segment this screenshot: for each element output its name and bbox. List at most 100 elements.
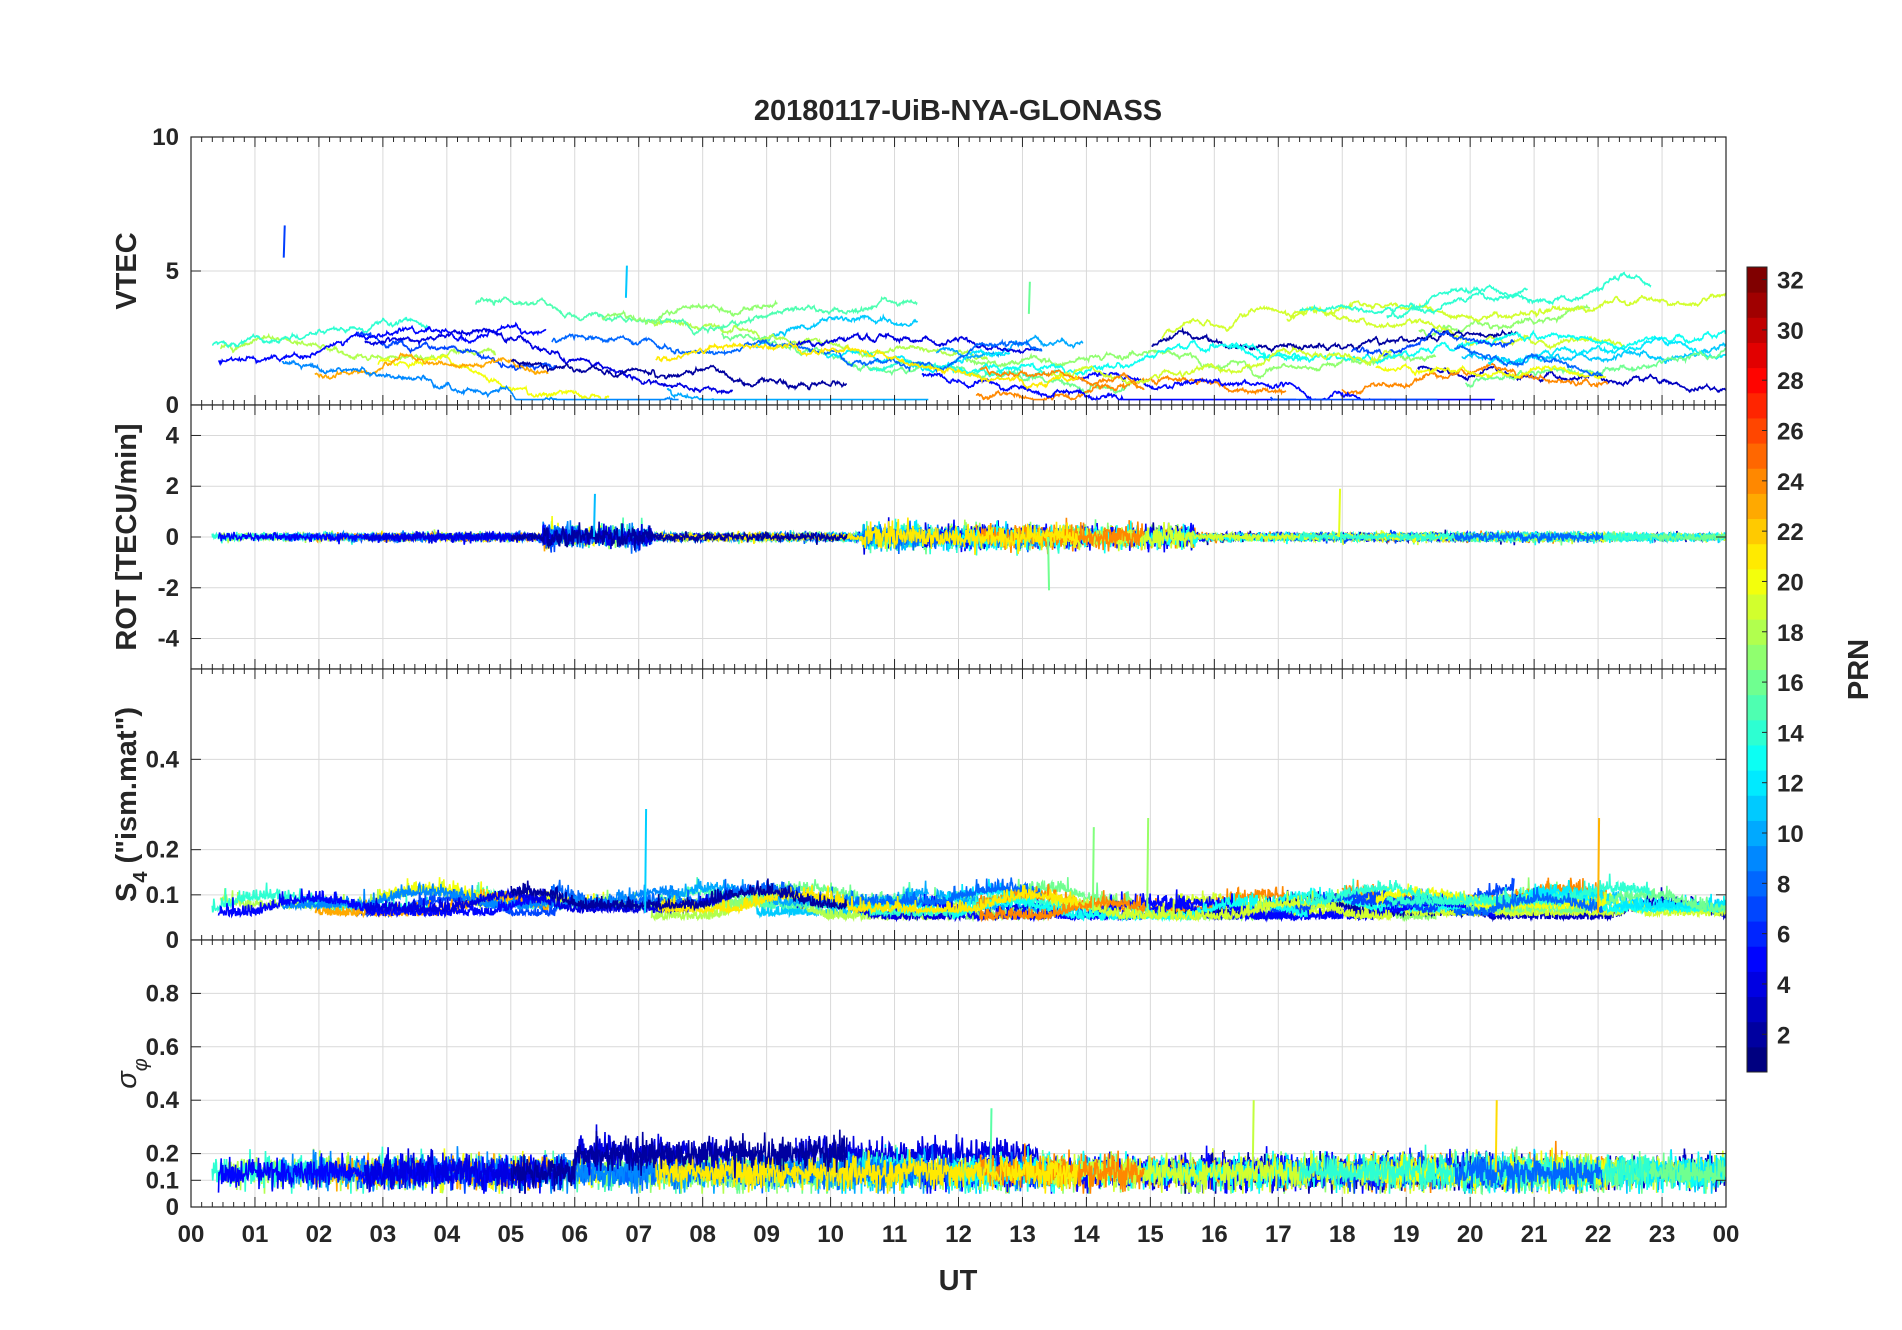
x-tick-label: 21 — [1521, 1221, 1548, 1248]
colorbar-tick-label: 10 — [1777, 821, 1804, 848]
colorbar-swatch — [1747, 568, 1767, 595]
colorbar-tick-label: 16 — [1777, 670, 1804, 697]
traces — [211, 1100, 1726, 1196]
x-tick-label: 06 — [561, 1221, 588, 1248]
y-tick-label: 0 — [166, 524, 179, 551]
x-tick-label: 17 — [1265, 1221, 1292, 1248]
y-tick-label: 4 — [166, 422, 180, 449]
data-point — [1146, 818, 1150, 913]
series-line — [666, 387, 929, 401]
y-tick-label: 10 — [152, 124, 179, 151]
y-tick-label: 0.4 — [146, 746, 180, 773]
series-line — [1386, 284, 1529, 320]
series-line — [1375, 362, 1607, 380]
series-line — [1418, 303, 1591, 339]
series-line — [979, 517, 1145, 555]
series-line — [1417, 363, 1726, 394]
series-line — [1299, 271, 1652, 316]
x-tick-label: 04 — [433, 1221, 460, 1248]
panel-1: 0 5 10 VTEC — [111, 124, 1727, 419]
colorbar-swatch — [1747, 845, 1767, 872]
series-line — [979, 890, 1145, 923]
chart-title: 20180117-UiB-NYA-GLONASS — [754, 95, 1162, 127]
colorbar-tick-label: 14 — [1777, 720, 1804, 747]
x-tick-label: 00 — [1713, 1221, 1740, 1248]
colorbar-swatch — [1747, 493, 1767, 520]
series-line — [951, 339, 1308, 376]
series-line — [1286, 292, 1726, 323]
data-point — [1597, 818, 1601, 913]
x-tick-label: 07 — [625, 1221, 652, 1248]
colorbar-swatch — [1747, 267, 1767, 293]
x-tick-label: 05 — [497, 1221, 524, 1248]
y-tick-label: 5 — [166, 258, 179, 285]
colorbar-tick-label: 4 — [1777, 972, 1791, 999]
series-line — [1350, 328, 1515, 357]
series-line — [601, 299, 778, 326]
series-line — [364, 327, 734, 395]
series-line — [1453, 530, 1604, 544]
colorbar-swatch — [1747, 518, 1767, 545]
colorbar-swatch — [1747, 543, 1767, 570]
colorbar-swatch — [1747, 971, 1767, 998]
series-line — [356, 330, 557, 372]
series-line — [1050, 890, 1393, 923]
data-point — [1494, 1100, 1498, 1173]
y-tick-label: -2 — [158, 575, 179, 602]
y-tick-label: 0 — [166, 927, 179, 954]
colorbar-swatch — [1747, 443, 1767, 469]
series-line — [935, 334, 1084, 361]
series-line — [1161, 304, 1626, 351]
series-line — [510, 1129, 848, 1194]
series-line — [650, 318, 988, 361]
data-point — [592, 493, 596, 538]
colorbar-swatch — [1747, 1021, 1767, 1048]
panel-3: 0 0.1 0.2 0.4S4 ("ism.mat") — [111, 668, 1727, 954]
colorbar-swatch — [1747, 820, 1767, 847]
colorbar-swatch — [1747, 468, 1767, 494]
data-point — [1091, 827, 1095, 913]
y-axis-label: σφ — [111, 1058, 152, 1089]
series-line — [212, 316, 430, 349]
colorbar-swatch — [1747, 417, 1767, 444]
colorbar-label: PRN — [1843, 639, 1875, 700]
x-tick-label: 14 — [1073, 1221, 1100, 1248]
x-tick-label: 12 — [945, 1221, 972, 1248]
x-tick-label: 16 — [1201, 1221, 1228, 1248]
series-line — [217, 888, 547, 919]
colorbar-tick-label: 32 — [1777, 268, 1804, 295]
y-tick-label: 0.8 — [146, 980, 179, 1007]
colorbar-tick-label: 28 — [1777, 368, 1804, 395]
series-line — [1229, 329, 1726, 365]
x-tick-label: 00 — [178, 1221, 205, 1248]
series-line — [655, 1144, 1079, 1194]
series-line — [510, 358, 847, 391]
series-line — [1453, 1154, 1604, 1194]
y-tick-label: 0.6 — [146, 1034, 179, 1061]
x-tick-label: 08 — [689, 1221, 716, 1248]
x-tick-label: 01 — [242, 1221, 269, 1248]
x-tick-label: 20 — [1457, 1221, 1484, 1248]
colorbar-swatch — [1747, 996, 1767, 1023]
colorbar-swatch — [1747, 392, 1767, 419]
y-tick-label: 0.1 — [146, 882, 179, 909]
colorbar-swatch — [1747, 719, 1767, 746]
x-tick-label: 18 — [1329, 1221, 1356, 1248]
series-line — [1270, 396, 1438, 402]
panel-2: -4 -2 0 2 4 ROT [TECU/min] — [111, 404, 1727, 670]
colorbar-tick-label: 8 — [1777, 871, 1790, 898]
y-tick-label: 0.1 — [146, 1167, 179, 1194]
y-tick-label: -4 — [158, 626, 180, 653]
traces — [211, 488, 1726, 591]
colorbar-tick-label: 6 — [1777, 922, 1790, 949]
series-line — [377, 354, 610, 401]
series-line — [795, 331, 1039, 355]
series-line — [1453, 344, 1604, 377]
colorbar-swatch — [1747, 669, 1767, 696]
y-axis-label: VTEC — [111, 232, 143, 309]
colorbar-tick-label: 12 — [1777, 771, 1804, 798]
colorbar-swatch — [1747, 921, 1767, 947]
